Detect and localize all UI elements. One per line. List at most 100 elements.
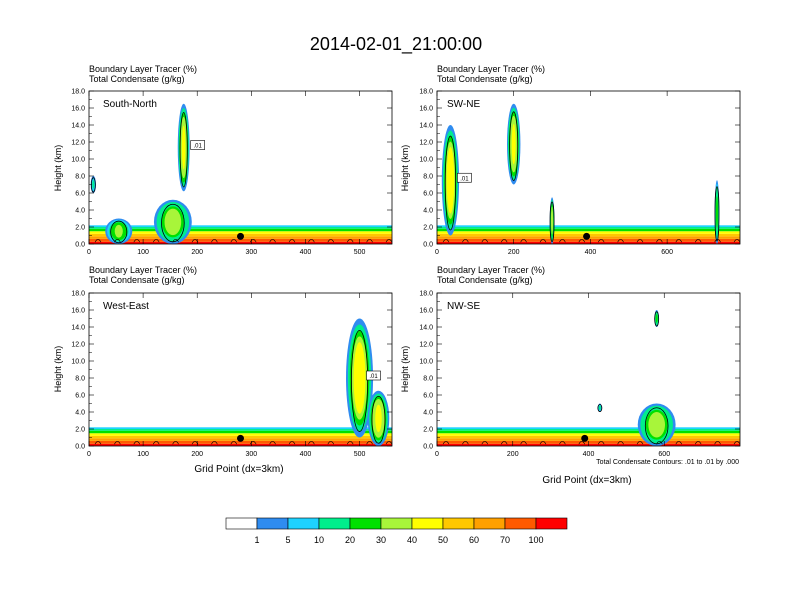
surface-contour <box>597 441 605 445</box>
colorbar-label: 60 <box>469 535 479 545</box>
surface-contour <box>152 441 160 445</box>
surface-marker <box>237 434 244 442</box>
surface-contour <box>539 441 547 445</box>
surface-contour <box>385 239 392 243</box>
surface-contour <box>152 239 160 243</box>
surface-contour <box>114 441 121 445</box>
surface-contour <box>327 441 335 445</box>
boundary-layer-band <box>89 231 392 234</box>
condensate-contour <box>714 186 720 242</box>
colorbar-swatch <box>504 517 537 530</box>
colorbar-label: 5 <box>285 535 290 545</box>
y-axis-label: Height (km) <box>400 145 410 192</box>
contour-label: .01 <box>369 374 378 380</box>
panel-label: SW-NE <box>447 99 480 110</box>
y-tick-label: 2.0 <box>423 225 433 232</box>
condensate-contour <box>654 311 660 327</box>
boundary-layer-band <box>437 433 740 436</box>
y-tick-label: 4.0 <box>423 410 433 417</box>
surface-marker <box>583 232 591 240</box>
tracer-feature <box>92 180 95 189</box>
y-tick-label: 4.0 <box>75 208 85 215</box>
surface-contour <box>520 441 527 445</box>
surface-contour <box>694 239 702 243</box>
surface-contour <box>656 239 663 243</box>
boundary-layer-band <box>437 225 740 227</box>
x-tick-label: 300 <box>245 451 257 458</box>
plot-area: 0.0 2.0 4.0 6.0 8.0 10.0 12.0 14.0 16.0 18.0 0 200 4… <box>419 291 741 458</box>
plot-area: .01 0.0 2.0 4.0 6.0 8.0 10.0 12.0 14.0 16.0 18.0 0 1… <box>71 291 393 458</box>
y-tick-label: 16.0 <box>419 106 433 113</box>
x-tick-label: 0 <box>87 451 91 458</box>
surface-contour <box>442 441 450 445</box>
x-axis-label: Grid Point (dx=3km) <box>194 464 283 475</box>
plot-frame <box>88 90 393 245</box>
surface-contour <box>346 239 354 243</box>
colorbar-label: 100 <box>528 535 543 545</box>
surface-contour <box>636 441 644 445</box>
panel-heading-condensate: Total Condensate (g/kg) <box>437 275 533 285</box>
surface-contour <box>366 239 373 243</box>
tracer-feature <box>551 208 554 233</box>
boundary-layer-band <box>437 429 740 431</box>
condensate-contour <box>351 329 369 432</box>
colorbar-swatch <box>473 517 506 530</box>
surface-contour <box>211 239 218 243</box>
colorbar: 1 5 10 20 30 40 50 60 70 100 <box>225 517 568 545</box>
boundary-layer-band <box>437 430 740 434</box>
x-tick-label: 0 <box>87 249 91 256</box>
colorbar-swatch <box>287 517 320 530</box>
x-axis-label: Grid Point (dx=3km) <box>542 475 631 486</box>
surface-contour <box>385 441 392 445</box>
panel-heading-tracer: Boundary Layer Tracer (%) <box>89 265 197 275</box>
surface-contour <box>617 239 624 243</box>
x-tick-label: 200 <box>191 451 203 458</box>
y-tick-label: 12.0 <box>71 342 85 349</box>
boundary-layer-band <box>437 438 740 441</box>
x-tick-label: 500 <box>354 451 366 458</box>
surface-contour <box>733 239 740 243</box>
y-tick-label: 10.0 <box>419 359 433 366</box>
surface-contour <box>133 441 141 445</box>
tracer-feature <box>167 210 179 233</box>
surface-contour <box>230 441 238 445</box>
colorbar-label: 30 <box>376 535 386 545</box>
boundary-layer-band <box>437 227 740 229</box>
x-tick-label: 100 <box>137 451 149 458</box>
surface-contour <box>539 239 547 243</box>
y-tick-label: 8.0 <box>423 376 433 383</box>
colorbar-label: 50 <box>438 535 448 545</box>
y-tick-label: 6.0 <box>423 191 433 198</box>
y-tick-label: 0.0 <box>75 444 85 451</box>
boundary-layer-band <box>89 427 392 429</box>
surface-contour <box>656 441 663 445</box>
boundary-layer-band <box>437 231 740 234</box>
y-tick-label: 8.0 <box>423 174 433 181</box>
colorbar-swatch <box>380 517 413 530</box>
surface-contour <box>288 239 296 243</box>
plot-area: .01 0.0 2.0 4.0 6.0 8.0 10.0 12.0 14.0 16.0 18.0 0 2… <box>419 89 741 256</box>
boundary-layer-band <box>89 440 392 444</box>
y-tick-label: 2.0 <box>75 427 85 434</box>
contour-label: .01 <box>460 176 469 182</box>
y-tick-label: 14.0 <box>419 325 433 332</box>
y-tick-label: 12.0 <box>419 342 433 349</box>
surface-contour <box>249 441 257 445</box>
condensate-contour <box>444 135 457 231</box>
boundary-layer-band <box>89 443 392 446</box>
panel-south-north: Boundary Layer Tracer (%) Total Condensa… <box>53 64 393 256</box>
surface-contour <box>578 441 586 445</box>
panel-heading-tracer: Boundary Layer Tracer (%) <box>437 64 545 74</box>
surface-contour <box>172 239 179 243</box>
x-tick-label: 200 <box>508 249 520 256</box>
y-tick-label: 18.0 <box>419 291 433 298</box>
surface-contour <box>520 239 527 243</box>
tracer-feature <box>114 224 123 238</box>
x-tick-label: 200 <box>507 451 519 458</box>
colorbar-swatch <box>256 517 289 530</box>
surface-contour <box>714 239 721 243</box>
surface-contour <box>500 239 508 243</box>
tracer-field <box>437 310 740 446</box>
contour-label-box <box>190 140 205 150</box>
